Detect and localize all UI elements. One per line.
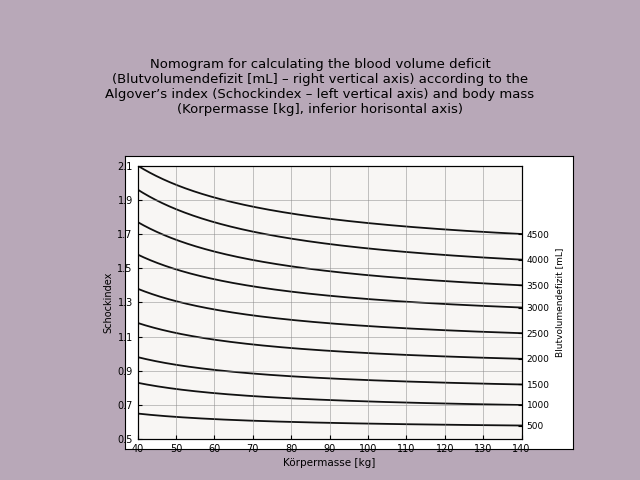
Y-axis label: Schockindex: Schockindex bbox=[103, 272, 113, 333]
Text: Nomogram for calculating the blood volume deficit
(Blutvolumendefizit [mL] – rig: Nomogram for calculating the blood volum… bbox=[106, 58, 534, 116]
X-axis label: Körpermasse [kg]: Körpermasse [kg] bbox=[284, 458, 376, 468]
Y-axis label: Blutvolumendefizit [mL]: Blutvolumendefizit [mL] bbox=[555, 248, 564, 357]
